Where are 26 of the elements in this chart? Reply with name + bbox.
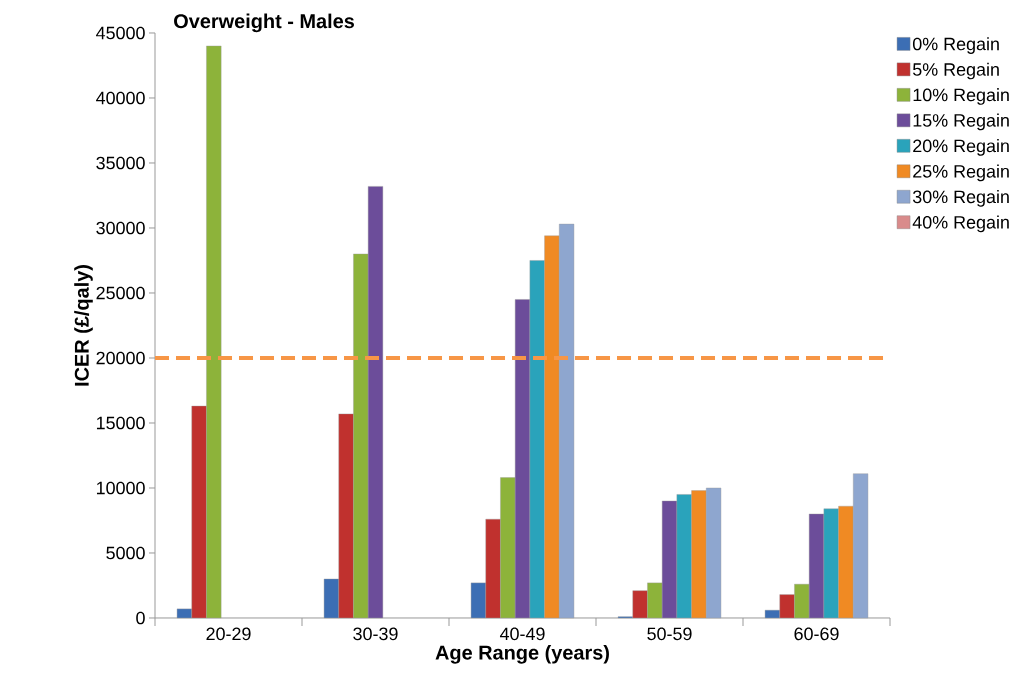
chart-title: Overweight - Males [174, 13, 354, 33]
x-tick-label: 60-69 [794, 627, 839, 641]
legend-label: 15% Regain [913, 113, 1009, 131]
x-tick-label: 30-39 [353, 627, 398, 641]
legend-label: 30% Regain [912, 190, 1009, 207]
y-tick-label: 40000 [96, 91, 145, 105]
x-tick-label: 20-29 [206, 627, 251, 641]
y-tick-label: 0 [136, 611, 145, 625]
y-tick-label: 30000 [96, 221, 145, 235]
x-axis-title: Age Range (years) [435, 645, 609, 664]
y-tick-label: 15000 [96, 416, 145, 430]
y-tick-label: 35000 [96, 156, 145, 170]
legend-label: 10% Regain [913, 88, 1009, 105]
legend-label: 5% Regain [912, 62, 999, 80]
y-tick-label: 25000 [96, 286, 145, 300]
x-tick-label: 40-49 [499, 627, 545, 641]
y-axis-title: ICER (£/qaly) [74, 265, 93, 386]
y-tick-label: 45000 [96, 26, 145, 40]
legend-label: 40% Regain [912, 215, 1009, 233]
legend-label: 0% Regain [912, 37, 999, 54]
y-tick-label: 5000 [106, 546, 145, 560]
y-tick-label: 20000 [96, 351, 145, 365]
x-tick-label: 50-59 [647, 627, 692, 641]
legend-label: 20% Regain [913, 139, 1009, 156]
legend-label: 25% Regain [913, 164, 1009, 182]
y-tick-label: 10000 [96, 481, 145, 495]
